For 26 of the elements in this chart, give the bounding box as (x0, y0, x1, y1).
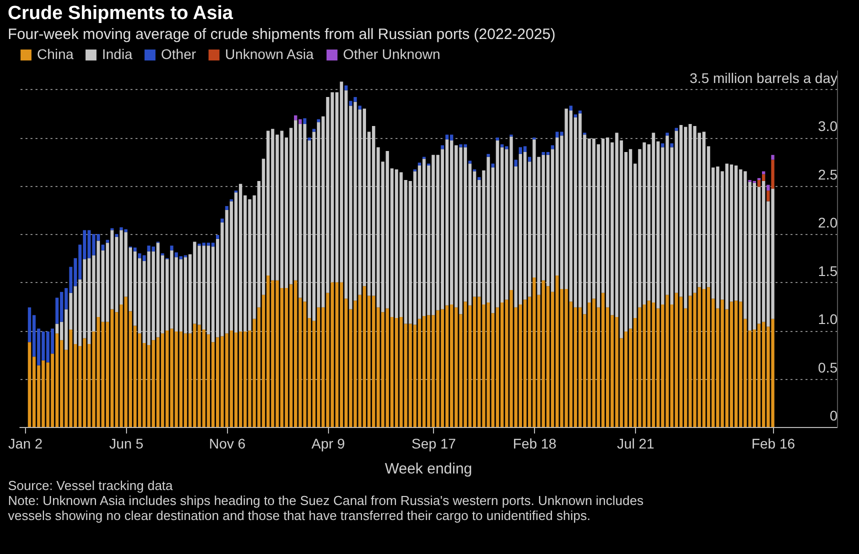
chart-title: Crude Shipments to Asia (8, 3, 234, 24)
legend-label: Other Unknown (343, 46, 440, 62)
x-tick-label: Jan 2 (8, 436, 43, 452)
y-tick-label: 0 (830, 408, 838, 424)
y-tick-label: 1.5 (818, 262, 838, 279)
y-tick-label: 3.0 (818, 118, 838, 134)
x-tick-label: Jun 5 (109, 436, 144, 452)
chart-subtitle: Four-week moving average of crude shipments from all Russian ports (2022-2025) (8, 26, 556, 43)
x-axis-title: Week ending (384, 460, 472, 478)
y-tick-label: 2.0 (818, 214, 838, 231)
x-tick-label: Feb 18 (512, 436, 557, 452)
y-tick-label: 0.5 (818, 359, 838, 376)
source-note: Source: Vessel tracking data (8, 478, 174, 493)
x-tick-label: Apr 9 (311, 436, 346, 452)
y-tick-label: 1.0 (818, 311, 838, 328)
x-tick-label: Sep 17 (412, 436, 456, 452)
x-tick-label: Feb 16 (751, 436, 796, 452)
legend-label: Unknown Asia (225, 46, 314, 62)
y-tick-label: 3.5 million barrels a day (690, 70, 838, 86)
x-tick-label: Nov 6 (208, 436, 246, 452)
legend-label: Other (161, 46, 196, 62)
legend-label: India (102, 46, 133, 62)
text: Note: Unknown Asia includes ships heading to the Suez Canal from Russia's western ports. Unknown includes vessels showing no clear destination and those that have transferred their cargo to unidentified ships. (8, 493, 644, 523)
legend-label: China (37, 46, 74, 62)
y-tick-label: 2.5 (818, 166, 838, 182)
x-tick-label: Jul 21 (616, 436, 655, 452)
